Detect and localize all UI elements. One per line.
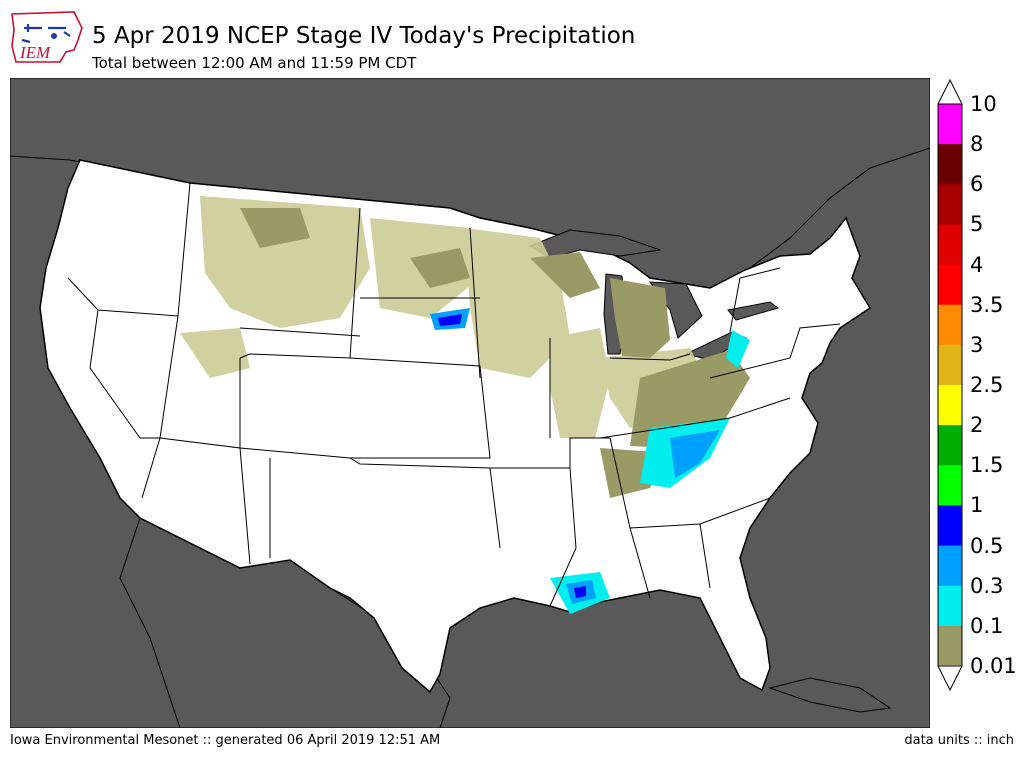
legend-label: 5	[970, 212, 984, 237]
legend-label: 6	[970, 172, 984, 197]
legend-label: 3.5	[970, 292, 1004, 317]
legend-label: 4	[970, 252, 984, 277]
legend-swatch	[938, 304, 962, 346]
legend-swatch	[938, 264, 962, 306]
page-title: 5 Apr 2019 NCEP Stage IV Today's Precipi…	[92, 23, 636, 49]
precip-extreme	[438, 314, 586, 598]
legend-swatch	[938, 585, 962, 627]
iem-logo: IEM	[11, 11, 83, 63]
legend-label: 2.5	[970, 373, 1004, 397]
legend-bottom-arrow	[937, 665, 963, 692]
legend-swatch	[938, 465, 962, 506]
page-subtitle: Total between 12:00 AM and 11:59 PM CDT	[92, 54, 417, 72]
legend-swatch	[938, 505, 962, 547]
iowa-outline	[11, 11, 83, 63]
cuba	[768, 677, 892, 713]
legend-swatch	[938, 104, 962, 145]
legend-swatch	[938, 224, 962, 266]
state-borders	[67, 182, 841, 607]
legend-swatch	[938, 385, 962, 426]
legend-frame	[937, 103, 963, 667]
legend-label: 0.01	[970, 654, 1017, 678]
legend-swatches	[938, 104, 962, 667]
legend-swatch	[938, 184, 962, 225]
legend-swatch	[938, 344, 962, 386]
precipitation-map	[10, 78, 930, 728]
legend-label: 0.3	[970, 573, 1004, 598]
legend-label: 2	[970, 413, 984, 438]
footer-attribution: Iowa Environmental Mesonet :: generated …	[10, 733, 441, 748]
legend-label: 0.1	[970, 613, 1004, 638]
legend-swatch	[938, 625, 962, 667]
legend-label: 10	[970, 92, 997, 116]
legend-swatch	[938, 144, 962, 185]
logo-weather-icon	[21, 24, 71, 44]
legend-label: 1	[970, 493, 984, 518]
legend-top-arrow	[937, 78, 963, 105]
logo-text: IEM	[19, 43, 51, 62]
logo-dot	[51, 33, 57, 39]
legend-colorbar	[937, 78, 963, 692]
legend-label: 0.5	[970, 533, 1004, 558]
legend-label: 1.5	[970, 453, 1004, 478]
footer-units: data units :: inch	[904, 733, 1014, 748]
legend-swatch	[938, 425, 962, 466]
legend-label: 8	[970, 132, 984, 157]
legend-label: 3	[970, 332, 984, 357]
legend-swatch	[938, 545, 962, 587]
